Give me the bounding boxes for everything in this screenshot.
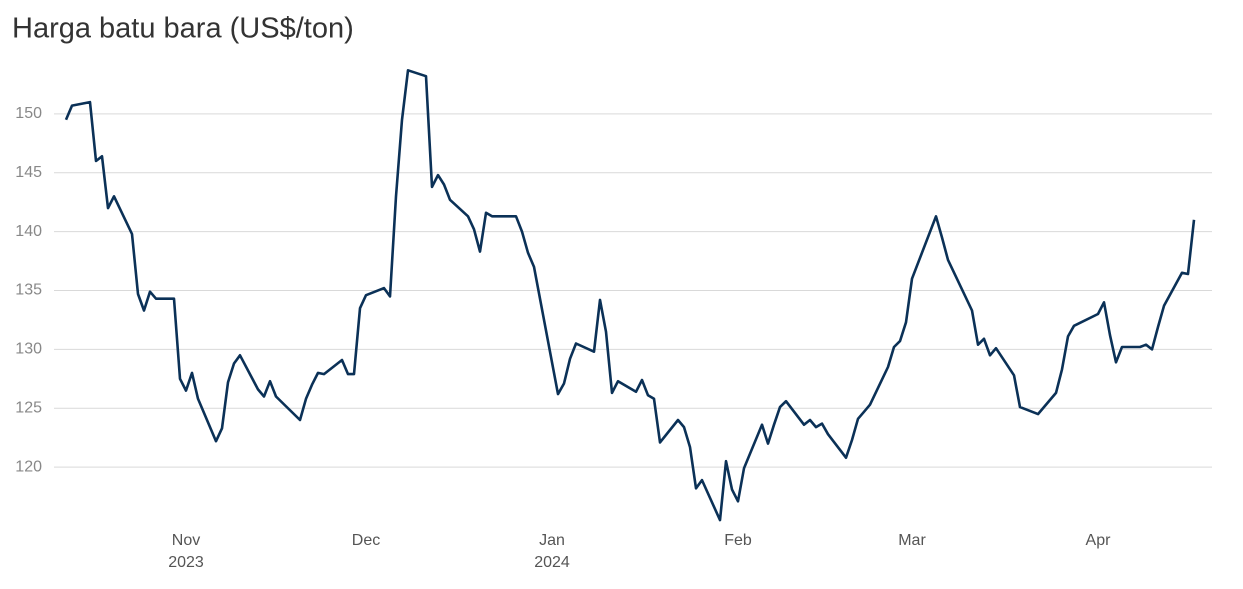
line-series: [64, 69, 1196, 522]
y-tick-label: 135: [15, 282, 42, 299]
x-tick-label: Nov 2023: [168, 532, 204, 571]
y-tick-label: 145: [15, 164, 42, 181]
chart-title: Harga batu bara (US$/ton): [12, 13, 354, 45]
x-tick-label: Mar: [898, 532, 926, 549]
y-tick-label: 125: [15, 399, 42, 416]
x-tick-label: Apr: [1086, 532, 1112, 549]
y-tick-label: 150: [15, 105, 42, 122]
x-tick-label: Dec: [352, 532, 380, 549]
y-tick-label: 120: [15, 458, 42, 475]
x-tick-label: Feb: [724, 532, 752, 549]
y-tick-label: 140: [15, 223, 42, 240]
y-tick-label: 130: [15, 341, 42, 358]
x-tick-label: Jan 2024: [534, 532, 570, 571]
